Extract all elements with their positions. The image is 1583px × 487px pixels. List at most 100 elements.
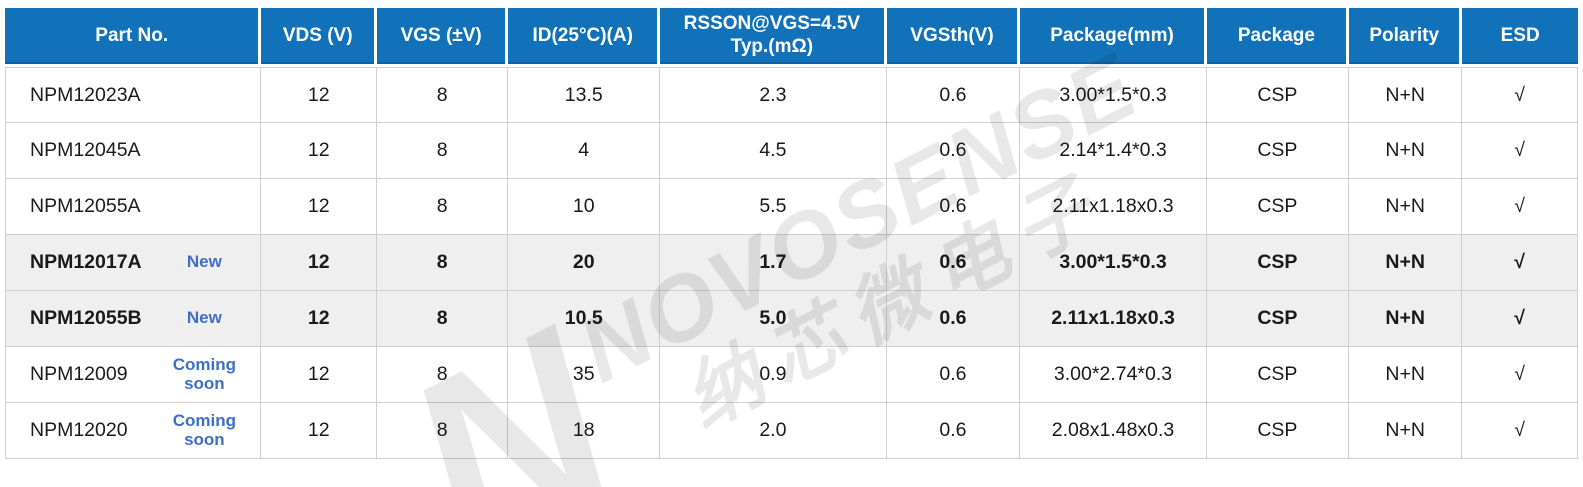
cell-rsson: 5.0 (660, 291, 887, 347)
cell-esd-check: √ (1462, 291, 1578, 347)
cell-polarity: N+N (1349, 403, 1463, 459)
part-cell: NPM12023A (5, 67, 262, 123)
new-badge: New (186, 308, 222, 328)
cell-vgs: 8 (377, 403, 509, 459)
cell-esd-check: √ (1462, 235, 1578, 291)
cell-id: 18 (508, 403, 661, 459)
part-number: NPM12055B (30, 307, 142, 329)
cell-esd-check: √ (1462, 179, 1578, 235)
cell-vgsth: 0.6 (886, 347, 1021, 403)
part-number: NPM12009 (30, 363, 128, 385)
cell-package-mm: 2.08x1.48x0.3 (1020, 403, 1207, 459)
cell-rsson: 5.5 (660, 179, 887, 235)
col-header-vgs: VGS (±V) (377, 8, 509, 67)
cell-vds: 12 (261, 123, 377, 179)
cell-rsson: 4.5 (660, 123, 887, 179)
cell-package: CSP (1206, 123, 1350, 179)
part-cell: NPM12009 Coming soon (5, 347, 262, 403)
cell-rsson: 0.9 (660, 347, 887, 403)
cell-vgsth: 0.6 (886, 291, 1021, 347)
cell-package: CSP (1206, 235, 1350, 291)
cell-id: 35 (508, 347, 661, 403)
cell-vgsth: 0.6 (886, 123, 1021, 179)
cell-id: 13.5 (508, 67, 661, 123)
cell-vds: 12 (261, 403, 377, 459)
cell-rsson: 1.7 (660, 235, 887, 291)
part-number: NPM12017A (30, 251, 142, 273)
part-cell: NPM12045A (5, 123, 262, 179)
cell-id: 20 (508, 235, 661, 291)
part-number: NPM12020 (30, 419, 128, 441)
table-row-new: NPM12055B New 12 8 10.5 5.0 0.6 2.11x1.1… (5, 291, 1578, 347)
cell-vds: 12 (261, 235, 377, 291)
cell-esd-check: √ (1462, 347, 1578, 403)
cell-polarity: N+N (1349, 347, 1463, 403)
cell-polarity: N+N (1349, 67, 1463, 123)
part-number: NPM12055A (30, 195, 141, 217)
cell-vgs: 8 (377, 235, 509, 291)
cell-id: 4 (508, 123, 661, 179)
table-row: NPM12055A 12 8 10 5.5 0.6 2.11x1.18x0.3 … (5, 179, 1578, 235)
cell-esd-check: √ (1462, 123, 1578, 179)
col-header-vds: VDS (V) (261, 8, 377, 67)
cell-polarity: N+N (1349, 235, 1463, 291)
coming-soon-badge: Coming soon (172, 355, 237, 393)
cell-id: 10 (508, 179, 661, 235)
cell-vgsth: 0.6 (886, 403, 1021, 459)
table-row: NPM12045A 12 8 4 4.5 0.6 2.14*1.4*0.3 CS… (5, 123, 1578, 179)
cell-package: CSP (1206, 291, 1350, 347)
part-cell: NPM12055A (5, 179, 262, 235)
cell-vgs: 8 (377, 67, 509, 123)
cell-vds: 12 (261, 347, 377, 403)
col-header-vgsth: VGSth(V) (886, 8, 1021, 67)
cell-rsson: 2.0 (660, 403, 887, 459)
mosfet-spec-table: Part No. VDS (V) VGS (±V) ID(25°C)(A) RS… (5, 8, 1578, 459)
cell-vds: 12 (261, 67, 377, 123)
part-cell: NPM12055B New (5, 291, 262, 347)
cell-polarity: N+N (1349, 123, 1463, 179)
cell-esd-check: √ (1462, 403, 1578, 459)
cell-polarity: N+N (1349, 291, 1463, 347)
cell-vgs: 8 (377, 347, 509, 403)
cell-package-mm: 3.00*1.5*0.3 (1020, 67, 1207, 123)
cell-vds: 12 (261, 179, 377, 235)
col-header-esd: ESD (1462, 8, 1578, 67)
cell-vgs: 8 (377, 291, 509, 347)
col-header-package-mm: Package(mm) (1020, 8, 1207, 67)
table-header-row: Part No. VDS (V) VGS (±V) ID(25°C)(A) RS… (5, 8, 1578, 67)
spec-table-container: Part No. VDS (V) VGS (±V) ID(25°C)(A) RS… (5, 8, 1578, 459)
table-row-coming-soon: NPM12009 Coming soon 12 8 35 0.9 0.6 3.0… (5, 347, 1578, 403)
cell-rsson: 2.3 (660, 67, 887, 123)
part-cell: NPM12017A New (5, 235, 262, 291)
col-header-package: Package (1206, 8, 1350, 67)
cell-vgs: 8 (377, 179, 509, 235)
new-badge: New (186, 252, 222, 272)
col-header-polarity: Polarity (1349, 8, 1463, 67)
cell-id: 10.5 (508, 291, 661, 347)
cell-package-mm: 2.14*1.4*0.3 (1020, 123, 1207, 179)
cell-vgsth: 0.6 (886, 179, 1021, 235)
part-number: NPM12023A (30, 83, 141, 106)
cell-package: CSP (1206, 67, 1350, 123)
cell-package: CSP (1206, 179, 1350, 235)
table-row-new: NPM12017A New 12 8 20 1.7 0.6 3.00*1.5*0… (5, 235, 1578, 291)
cell-vgsth: 0.6 (886, 67, 1021, 123)
col-header-part-no: Part No. (5, 8, 262, 67)
col-header-id: ID(25°C)(A) (508, 8, 661, 67)
part-number: NPM12045A (30, 139, 141, 161)
cell-vgs: 8 (377, 123, 509, 179)
cell-esd-check: √ (1462, 67, 1578, 123)
cell-package-mm: 2.11x1.18x0.3 (1020, 291, 1207, 347)
cell-package-mm: 3.00*1.5*0.3 (1020, 235, 1207, 291)
cell-package-mm: 3.00*2.74*0.3 (1020, 347, 1207, 403)
cell-polarity: N+N (1349, 179, 1463, 235)
table-row-coming-soon: NPM12020 Coming soon 12 8 18 2.0 0.6 2.0… (5, 403, 1578, 459)
cell-package: CSP (1206, 347, 1350, 403)
part-cell: NPM12020 Coming soon (5, 403, 262, 459)
coming-soon-badge: Coming soon (172, 411, 237, 449)
cell-vgsth: 0.6 (886, 235, 1021, 291)
cell-package: CSP (1206, 403, 1350, 459)
cell-vds: 12 (261, 291, 377, 347)
col-header-rsson: RSSON@VGS=4.5V Typ.(mΩ) (660, 8, 887, 67)
cell-package-mm: 2.11x1.18x0.3 (1020, 179, 1207, 235)
